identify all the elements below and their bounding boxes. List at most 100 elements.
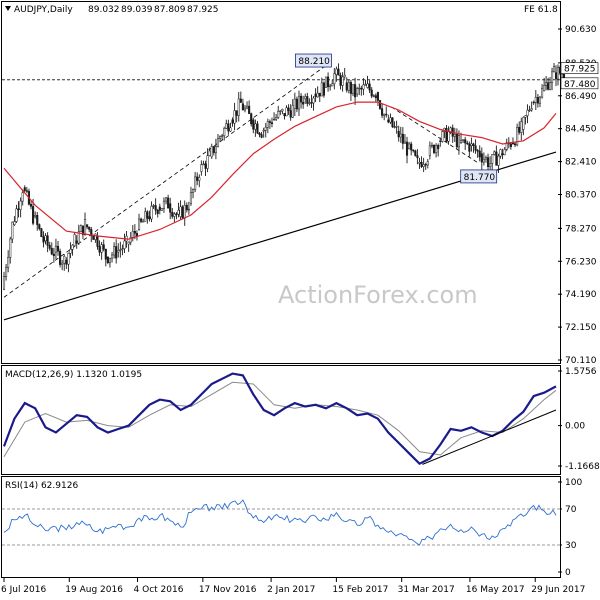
candle-body: [38, 224, 41, 229]
candle-body: [372, 95, 375, 97]
candle-body: [167, 197, 170, 209]
candle-body: [185, 204, 188, 211]
candle-body: [312, 97, 315, 104]
candle-body: [552, 66, 556, 73]
candle-body: [543, 85, 546, 92]
candle-body: [71, 244, 74, 250]
candle-body: [528, 109, 531, 112]
candle-body: [547, 82, 550, 90]
ohlc-high: 89.039: [121, 5, 153, 15]
candle-body: [164, 197, 168, 202]
candle-body: [239, 98, 242, 103]
candle-body: [237, 98, 240, 116]
candle-body: [171, 212, 174, 217]
macd-panel-frame: [1, 365, 561, 475]
candle-body: [42, 236, 45, 243]
candle-body: [316, 92, 319, 98]
candle-body: [229, 127, 232, 132]
candle-body: [235, 110, 238, 116]
candle-body: [532, 101, 535, 104]
candle-body: [48, 245, 51, 249]
candle-body: [538, 96, 542, 104]
candle-body: [115, 246, 118, 259]
candle-body: [169, 203, 172, 213]
candle-body: [179, 206, 182, 217]
dropdown-triangle-icon[interactable]: [5, 6, 11, 11]
candle-body: [36, 214, 39, 225]
candle-body: [256, 123, 259, 134]
candle-body: [453, 134, 456, 137]
candle-body: [435, 145, 438, 153]
candle-body: [131, 231, 134, 238]
candle-body: [354, 84, 357, 98]
candle-body: [129, 237, 132, 243]
candle-body: [360, 87, 363, 90]
candle-body: [227, 123, 230, 132]
rsi-ytick-label: 100: [565, 478, 582, 488]
price-layer: 90.63088.53086.49084.45082.41080.37078.2…: [2, 25, 599, 366]
candle-body: [432, 144, 436, 153]
candle-body: [191, 189, 195, 193]
candle-body: [25, 190, 28, 192]
candle-body: [264, 126, 267, 131]
candle-body: [144, 211, 147, 222]
candle-body: [335, 68, 338, 75]
candle-body: [52, 253, 55, 257]
candle-body: [160, 208, 163, 211]
price-ytick-label: 90.630: [565, 25, 597, 35]
candle-body: [541, 88, 544, 98]
candle-body: [550, 71, 554, 83]
candle-body: [34, 214, 37, 217]
price-ytick-label: 74.190: [565, 290, 597, 300]
candle-body: [391, 117, 394, 128]
candle-body: [29, 203, 33, 207]
candle-body: [374, 95, 377, 99]
candle-body: [246, 105, 249, 109]
candle-body: [499, 149, 502, 157]
rsi-ytick-label: 0: [565, 568, 571, 578]
candle-body: [439, 140, 442, 142]
candle-body: [403, 141, 406, 144]
candle-body: [150, 205, 153, 220]
candle-body: [430, 144, 433, 147]
price-tag-label: 87.480: [564, 80, 596, 90]
candle-body: [383, 113, 386, 116]
candle-body: [102, 244, 105, 250]
candle-body: [300, 95, 303, 103]
candle-body: [545, 82, 548, 86]
candle-body: [15, 208, 18, 222]
candle-body: [252, 119, 255, 130]
candle-body: [478, 150, 481, 158]
candle-body: [90, 229, 93, 237]
candle-body: [333, 73, 336, 85]
candle-body: [56, 245, 60, 252]
candle-body: [59, 251, 62, 265]
candle-body: [356, 88, 359, 95]
price-ytick-label: 72.150: [565, 323, 597, 333]
candle-body: [189, 192, 193, 204]
candle-body: [484, 157, 488, 160]
candle-body: [212, 146, 215, 153]
candle-body: [482, 158, 485, 163]
candle-body: [181, 206, 184, 219]
annotation-box: [295, 53, 332, 68]
price-ytick-label: 78.270: [565, 224, 597, 234]
candle-body: [196, 176, 199, 181]
candle-body: [117, 250, 120, 253]
price-trendline-2: [3, 59, 334, 298]
candle-body: [343, 74, 346, 78]
candle-body: [231, 119, 234, 124]
candle-body: [493, 151, 496, 155]
candle-body: [472, 143, 475, 147]
candle-body: [520, 121, 523, 133]
candle-body: [83, 219, 87, 235]
candle-body: [329, 85, 332, 88]
candle-body: [518, 126, 521, 133]
candle-body: [152, 205, 155, 207]
candle-body: [331, 83, 334, 87]
candle-body: [110, 254, 114, 259]
candle-body: [480, 153, 483, 163]
candle-body: [137, 218, 141, 230]
candle-body: [11, 221, 14, 240]
